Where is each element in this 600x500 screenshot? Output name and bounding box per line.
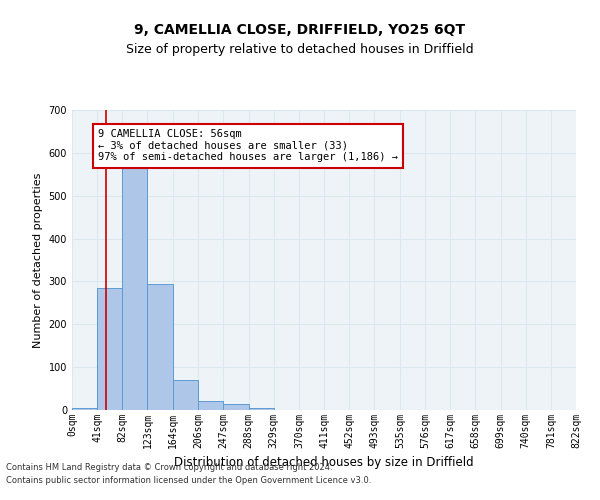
Text: Size of property relative to detached houses in Driffield: Size of property relative to detached ho…	[126, 42, 474, 56]
Bar	[223, 404, 248, 410]
Bar	[72, 408, 97, 410]
Bar	[148, 284, 173, 410]
Text: 9 CAMELLIA CLOSE: 56sqm
← 3% of detached houses are smaller (33)
97% of semi-det: 9 CAMELLIA CLOSE: 56sqm ← 3% of detached…	[98, 130, 398, 162]
Text: 9, CAMELLIA CLOSE, DRIFFIELD, YO25 6QT: 9, CAMELLIA CLOSE, DRIFFIELD, YO25 6QT	[134, 22, 466, 36]
Bar	[122, 168, 148, 410]
Text: Contains HM Land Registry data © Crown copyright and database right 2024.: Contains HM Land Registry data © Crown c…	[6, 464, 332, 472]
Y-axis label: Number of detached properties: Number of detached properties	[33, 172, 43, 348]
Text: Contains public sector information licensed under the Open Government Licence v3: Contains public sector information licen…	[6, 476, 371, 485]
Bar	[199, 402, 223, 410]
X-axis label: Distribution of detached houses by size in Driffield: Distribution of detached houses by size …	[174, 456, 474, 469]
Bar	[97, 288, 122, 410]
Bar	[248, 408, 274, 410]
Bar	[173, 380, 197, 410]
